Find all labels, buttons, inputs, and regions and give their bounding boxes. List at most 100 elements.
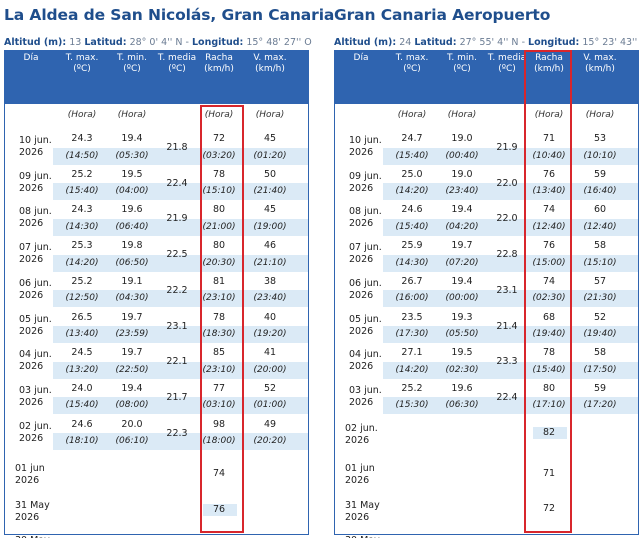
altitud-value: 24 <box>399 37 412 48</box>
cell-tmax: 24.5 <box>71 347 93 359</box>
row-date: 03 jun. 2026 <box>349 384 382 408</box>
station-location: Altitud (m): 13 Latitud: 28° 0' 4'' N - … <box>4 36 312 50</box>
cell-vmax-hora: (23:40) <box>253 293 287 304</box>
cell-vmax: 60 <box>593 204 607 216</box>
cell-tmin: 19.1 <box>121 275 143 287</box>
cell-racha-hora: (20:30) <box>202 257 236 268</box>
cell-racha: 98 <box>212 418 226 430</box>
cell-tmax-hora: (15:40) <box>65 400 99 411</box>
cell-racha-hora: (21:00) <box>202 221 236 232</box>
cell-tmed: 22.0 <box>496 213 518 225</box>
row-stripe <box>203 504 237 516</box>
cell-tmed: 23.3 <box>496 356 518 368</box>
latitud-value: 28° 0' 4'' N <box>129 37 183 48</box>
cell-tmax: 27.1 <box>401 347 423 359</box>
row-stripe <box>383 254 638 272</box>
longitud-value: 15° 23' 43'' O <box>582 37 640 48</box>
row-stripe <box>383 326 638 343</box>
cell-tmin: 19.6 <box>121 204 143 216</box>
col-subheader-hora: (Hora) <box>117 110 147 120</box>
row-date: 01 jun 2026 <box>345 463 375 486</box>
col-header-tmin: T. min. (ºC) <box>447 53 477 74</box>
longitud-label: Longitud: <box>192 37 244 48</box>
cell-vmax: 38 <box>263 275 277 287</box>
cell-tmax-hora: (14:20) <box>395 364 429 375</box>
cell-tmax: 26.7 <box>401 275 423 287</box>
cell-tmin: 19.6 <box>451 382 473 394</box>
row-stripe <box>53 183 308 201</box>
cell-tmax-hora: (15:40) <box>65 186 99 197</box>
row-stripe <box>53 147 308 165</box>
altitud-value: 13 <box>69 37 82 48</box>
row-stripe <box>383 183 638 201</box>
row-date: 05 jun. 2026 <box>349 313 382 337</box>
cell-tmin: 19.8 <box>121 240 143 252</box>
latitud-value: 27° 55' 4'' N <box>459 37 519 48</box>
cell-racha-hora: (10:40) <box>532 150 566 161</box>
cell-tmin: 19.3 <box>451 311 473 323</box>
cell-vmax: 57 <box>593 275 607 287</box>
cell-tmed: 21.7 <box>166 391 188 403</box>
cell-vmax-hora: (19:40) <box>583 329 617 339</box>
cell-vmax-hora: (20:00) <box>253 364 287 375</box>
cell-vmax-hora: (01:00) <box>253 400 287 411</box>
separator: - <box>185 37 189 48</box>
station-panel-la-aldea: La Aldea de San Nicolás, Gran Canaria Al… <box>4 0 334 538</box>
cell-vmax-hora: (10:10) <box>583 150 617 161</box>
cell-vmax: 45 <box>263 204 277 216</box>
cell-tmin-hora: (06:30) <box>445 400 479 411</box>
cell-racha-hora: (18:00) <box>202 436 236 447</box>
cell-tmin: 19.5 <box>121 168 143 180</box>
row-stripe <box>533 427 567 439</box>
row-date: 03 jun. 2026 <box>19 384 52 408</box>
cell-tmin: 19.4 <box>121 382 143 394</box>
cell-vmax-hora: (21:40) <box>253 186 287 197</box>
row-stripe <box>53 290 308 308</box>
row-date: 30 May 2026 <box>345 535 389 538</box>
cell-racha-hora: (03:10) <box>202 400 236 411</box>
cell-tmax-hora: (14:20) <box>65 257 99 268</box>
cell-tmin-hora: (02:30) <box>445 364 479 375</box>
cell-vmax-hora: (17:20) <box>583 400 617 411</box>
row-date: 31 May 2026 <box>15 500 50 523</box>
cell-vmax: 52 <box>263 382 277 394</box>
cell-tmin-hora: (00:00) <box>445 293 479 304</box>
row-date: 01 jun 2026 <box>15 463 45 486</box>
station-title: Gran Canaria Aeropuerto <box>334 6 551 24</box>
cell-tmin: 19.0 <box>451 168 473 180</box>
cell-tmax: 23.5 <box>401 311 423 323</box>
cell-tmax-hora: (14:30) <box>65 221 99 232</box>
cell-tmax: 24.6 <box>71 418 93 430</box>
table-header: Día T. max. (ºC) T. min. (ºC) T. media (ºC)… <box>4 50 309 104</box>
col-subheader-hora: (Hora) <box>585 110 615 120</box>
cell-tmax-hora: (17:30) <box>395 329 429 339</box>
row-stripe <box>53 397 308 415</box>
cell-racha-hora: (23:10) <box>202 293 236 304</box>
cell-racha: 78 <box>542 347 556 359</box>
cell-racha: 78 <box>212 168 226 180</box>
cell-tmax: 25.0 <box>401 168 423 180</box>
col-header-vmax: V. max. (km/h) <box>583 53 617 74</box>
row-stripe <box>53 218 308 236</box>
col-header-tmed: T. media (ºC) <box>157 53 197 74</box>
cell-racha: 71 <box>542 468 556 479</box>
cell-tmin: 19.4 <box>451 204 473 216</box>
cell-vmax: 46 <box>263 240 277 252</box>
longitud-label: Longitud: <box>528 37 580 48</box>
cell-racha-hora: (03:20) <box>202 150 236 161</box>
col-header-tmed: T. media (ºC) <box>487 53 527 74</box>
longitud-value: 15° 48' 27'' O <box>246 37 312 48</box>
cell-racha: 78 <box>212 311 226 323</box>
cell-racha: 81 <box>212 275 226 287</box>
cell-tmed: 22.4 <box>496 391 518 403</box>
cell-racha: 77 <box>212 382 226 394</box>
col-subheader-hora: (Hora) <box>255 110 285 120</box>
data-table-body: 10 jun. 2026 24.7 (15:40) 19.0 (00:40) 71 (10:… <box>334 130 639 538</box>
cell-tmax: 25.9 <box>401 240 423 252</box>
cell-vmax: 40 <box>263 311 277 323</box>
station-location: Altitud (m): 24 Latitud: 27° 55' 4'' N -… <box>334 36 640 50</box>
table-header: Día T. max. (ºC) T. min. (ºC) T. media (ºC)… <box>334 50 639 104</box>
cell-racha-hora: (02:30) <box>532 293 566 304</box>
cell-tmin-hora: (23:59) <box>115 329 149 339</box>
cell-tmax: 24.3 <box>71 204 93 216</box>
